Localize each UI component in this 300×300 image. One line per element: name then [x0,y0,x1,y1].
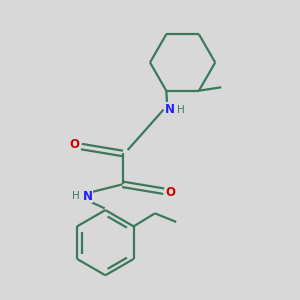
Text: O: O [166,186,176,200]
Text: N: N [82,190,92,203]
Text: H: H [177,105,184,115]
Text: N: N [165,103,175,116]
Text: O: O [70,138,80,152]
Text: H: H [72,191,80,201]
